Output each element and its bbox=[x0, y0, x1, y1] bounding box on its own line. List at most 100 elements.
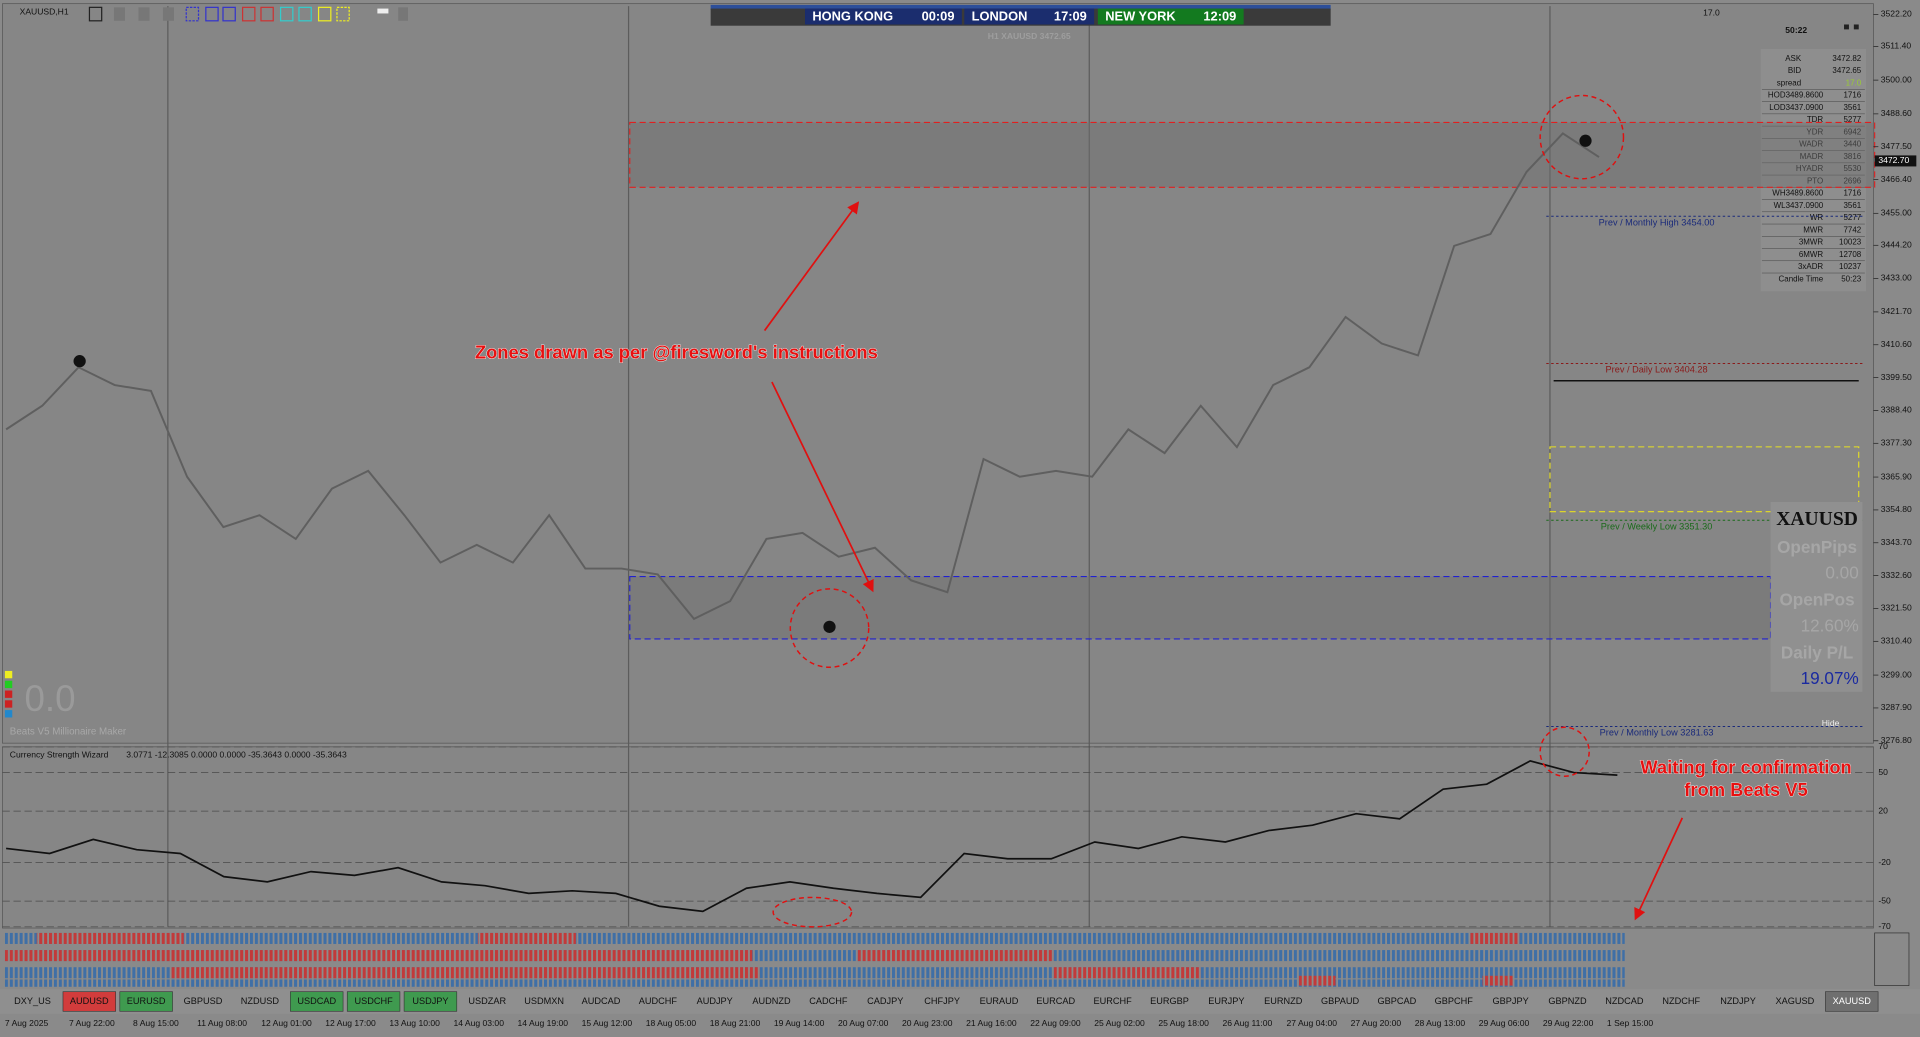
tool[interactable] bbox=[185, 6, 200, 22]
info-label: LOD3437.0900 bbox=[1769, 103, 1824, 112]
bottom-strips bbox=[4, 932, 1910, 987]
info-label: MADR bbox=[1800, 152, 1824, 161]
symbol-tab-label[interactable]: AUDJPY bbox=[697, 996, 733, 1006]
symbol-tab-label[interactable]: EURJPY bbox=[1208, 996, 1244, 1006]
symbol-tab-label[interactable]: EURNZD bbox=[1264, 996, 1303, 1006]
info-label: PTO bbox=[1807, 176, 1823, 185]
y-tick-label: 70 bbox=[1878, 741, 1888, 751]
indicator-title: Currency Strength Wizard bbox=[10, 750, 109, 760]
y-tick-label: 3287.90 bbox=[1881, 702, 1912, 712]
symbol-tab-label[interactable]: EURUSD bbox=[127, 996, 166, 1006]
info-label: YDR bbox=[1806, 127, 1823, 136]
symbol-tab-label[interactable]: GBPUSD bbox=[184, 996, 223, 1006]
x-tick-label: 20 Aug 23:00 bbox=[902, 1018, 953, 1028]
symbol-tab-label[interactable]: CADJPY bbox=[867, 996, 903, 1006]
y-tick-label: 3276.80 bbox=[1881, 735, 1912, 745]
symbol-tab-label[interactable]: NZDCHF bbox=[1662, 996, 1700, 1006]
x-tick-label: 15 Aug 12:00 bbox=[582, 1018, 633, 1028]
tool[interactable] bbox=[398, 7, 409, 21]
y-tick-label: 3466.40 bbox=[1881, 174, 1912, 184]
tool[interactable] bbox=[336, 6, 350, 22]
x-tick-label: 7 Aug 2025 bbox=[5, 1018, 49, 1028]
symbol-tab[interactable] bbox=[62, 991, 116, 1012]
symbol-tab-label[interactable]: NZDJPY bbox=[1720, 996, 1756, 1006]
x-tick-label: 26 Aug 11:00 bbox=[1222, 1018, 1272, 1028]
symbol-tab-label[interactable]: AUDNZD bbox=[752, 996, 791, 1006]
y-tick-label: 3433.00 bbox=[1881, 273, 1912, 283]
symbol-tab[interactable] bbox=[1825, 991, 1879, 1012]
hide-button[interactable]: Hide bbox=[1822, 718, 1840, 728]
symbol-tab[interactable] bbox=[346, 991, 401, 1012]
symbol-tab[interactable] bbox=[119, 991, 173, 1012]
tool[interactable] bbox=[241, 6, 256, 22]
x-tick-label: 22 Aug 09:00 bbox=[1030, 1018, 1081, 1028]
info-label: Candle Time bbox=[1779, 274, 1824, 283]
highlight-circle bbox=[789, 588, 870, 668]
symbol-tab-label[interactable]: AUDCHF bbox=[639, 996, 678, 1006]
info-label: HYADR bbox=[1796, 164, 1824, 173]
symbol-tab-label[interactable]: USDCAD bbox=[297, 996, 336, 1006]
symbol-tab-label[interactable]: NZDCAD bbox=[1605, 996, 1644, 1006]
account-label: Daily P/L bbox=[1781, 642, 1853, 662]
symbol-tab-label[interactable]: NZDUSD bbox=[241, 996, 280, 1006]
symbol-tab-label[interactable]: AUDUSD bbox=[70, 996, 109, 1006]
levels: Prev / Monthly High 3454.00 Prev / Daily … bbox=[1546, 215, 1863, 738]
x-tick-label: 11 Aug 08:00 bbox=[197, 1018, 247, 1028]
tool[interactable] bbox=[317, 6, 332, 22]
symbol-tab-label[interactable]: GBPAUD bbox=[1321, 996, 1359, 1006]
x-tick-label: 20 Aug 07:00 bbox=[838, 1018, 889, 1028]
symbol-tab-label[interactable]: GBPNZD bbox=[1548, 996, 1587, 1006]
symbol-tab[interactable] bbox=[403, 991, 458, 1012]
tool[interactable] bbox=[138, 7, 150, 21]
symbol-tab-label[interactable]: AUDCAD bbox=[582, 996, 621, 1006]
info-value: 12708 bbox=[1839, 250, 1862, 259]
y-tick-label: -20 bbox=[1878, 857, 1891, 867]
tool[interactable] bbox=[162, 7, 174, 21]
symbol-tab-label[interactable]: GBPCHF bbox=[1435, 996, 1474, 1006]
info-value: 6942 bbox=[1843, 127, 1861, 136]
symbol-tab[interactable] bbox=[290, 991, 344, 1012]
symbol-tab-label[interactable]: CHFJPY bbox=[924, 996, 960, 1006]
symbol-tab-label[interactable]: EURAUD bbox=[980, 996, 1019, 1006]
symbol-tab-label[interactable]: XAUUSD bbox=[1833, 996, 1872, 1006]
y-tick-label: 3399.50 bbox=[1881, 372, 1912, 382]
info-label: BID bbox=[1788, 66, 1802, 75]
tool[interactable] bbox=[377, 8, 389, 14]
account-value: 12.60% bbox=[1801, 615, 1859, 635]
info-label: WH3489.8600 bbox=[1772, 189, 1823, 198]
symbol-tab-label[interactable]: XAGUSD bbox=[1776, 996, 1815, 1006]
symbol-tab-label[interactable]: USDZAR bbox=[468, 996, 506, 1006]
tool[interactable] bbox=[113, 7, 125, 21]
tool[interactable] bbox=[260, 6, 274, 22]
symbol-tab-label[interactable]: GBPJPY bbox=[1493, 996, 1529, 1006]
info-value: 3440 bbox=[1843, 140, 1861, 149]
info-value: 3816 bbox=[1843, 152, 1861, 161]
symbol-tab-label[interactable]: USDMXN bbox=[524, 996, 564, 1006]
session-separators bbox=[167, 6, 1551, 927]
y-tick-label: 3500.00 bbox=[1881, 74, 1912, 84]
info-value: 7742 bbox=[1843, 225, 1861, 234]
tool[interactable] bbox=[279, 6, 294, 22]
tool[interactable] bbox=[205, 6, 219, 22]
symbol-tab-label[interactable]: GBPCAD bbox=[1378, 996, 1417, 1006]
info-label: 3xADR bbox=[1798, 262, 1823, 271]
current-price: 3472.70 bbox=[1878, 155, 1909, 165]
info-value: 3561 bbox=[1843, 201, 1861, 210]
tool[interactable] bbox=[88, 6, 103, 22]
y-tick-label: 3377.30 bbox=[1881, 438, 1912, 448]
symbol-tab-label[interactable]: DXY_US bbox=[14, 996, 51, 1006]
symbol-tab-label[interactable]: EURGBP bbox=[1150, 996, 1189, 1006]
markings bbox=[772, 94, 1625, 928]
symbol-tab-label[interactable]: EURCHF bbox=[1094, 996, 1133, 1006]
info-value: 5530 bbox=[1843, 164, 1861, 173]
tool[interactable] bbox=[222, 6, 236, 22]
symbol-tab-label[interactable]: EURCAD bbox=[1036, 996, 1075, 1006]
arrow bbox=[763, 201, 860, 332]
tool[interactable] bbox=[298, 6, 312, 22]
info-label: WL3437.0900 bbox=[1774, 201, 1824, 210]
symbol-tab-label[interactable]: CADCHF bbox=[809, 996, 848, 1006]
star-marker bbox=[73, 355, 86, 368]
indicator-panel bbox=[2, 746, 1874, 929]
symbol-tab-label[interactable]: USDCHF bbox=[354, 996, 393, 1006]
symbol-tab-label[interactable]: USDJPY bbox=[412, 996, 448, 1006]
